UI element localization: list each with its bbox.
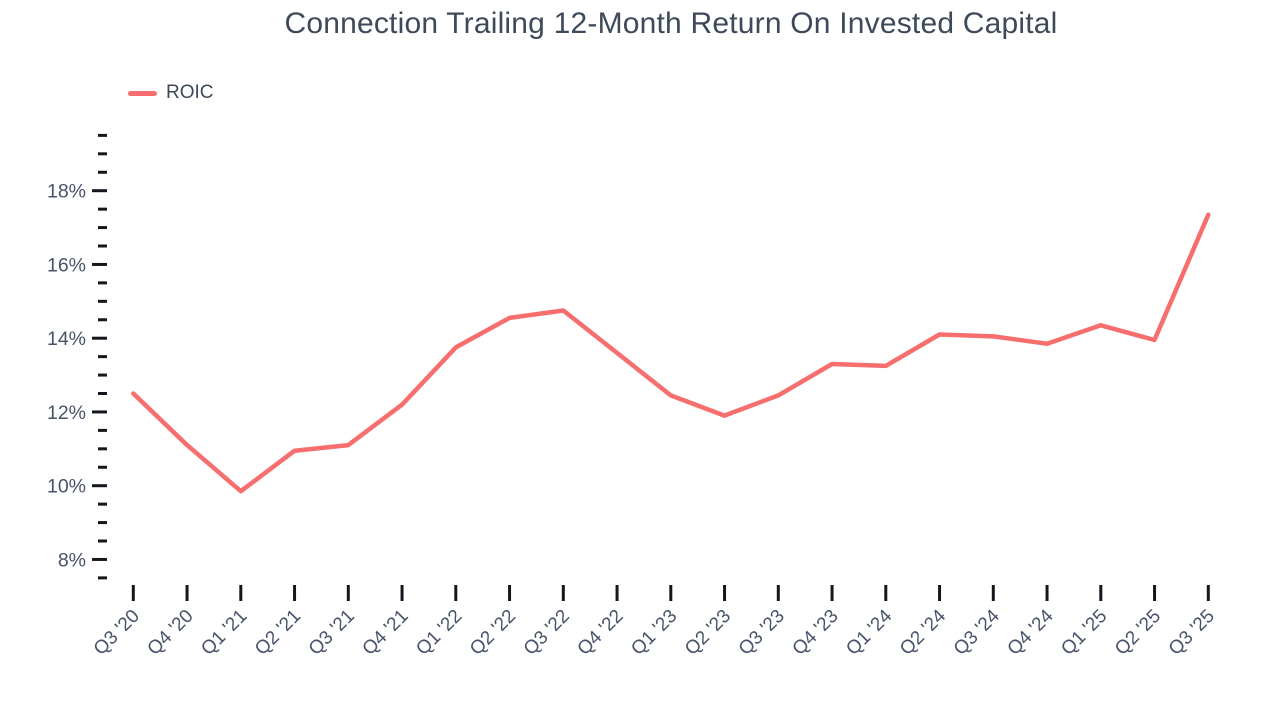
x-axis-tick-label: Q4 '24 — [1004, 605, 1058, 659]
x-axis-tick-label: Q3 '23 — [735, 606, 789, 660]
x-axis-tick-label: Q2 '22 — [466, 606, 520, 660]
x-axis-tick-label: Q1 '23 — [627, 606, 681, 660]
x-axis-tick-label: Q3 '22 — [520, 606, 574, 660]
x-axis-tick-label: Q4 '23 — [789, 606, 843, 660]
x-axis-tick-label: Q1 '24 — [842, 605, 896, 659]
x-axis-tick-label: Q2 '23 — [681, 606, 735, 660]
x-axis-tick-label: Q3 '20 — [90, 606, 144, 660]
x-axis-tick-label: Q1 '22 — [412, 606, 466, 660]
y-axis-tick-label: 10% — [47, 476, 86, 498]
y-axis-tick-label: 18% — [47, 181, 86, 203]
legend-series-label: ROIC — [166, 82, 214, 103]
legend: ROIC — [128, 82, 214, 104]
x-axis-tick-label: Q1 '25 — [1057, 606, 1111, 660]
chart-title: Connection Trailing 12-Month Return On I… — [284, 7, 1058, 40]
x-axis-tick-label: Q3 '24 — [950, 605, 1004, 659]
y-axis-tick-label: 14% — [47, 328, 86, 350]
x-axis-tick-label: Q3 '25 — [1165, 606, 1219, 660]
y-axis-tick-label: 16% — [47, 254, 86, 276]
x-axis-tick-label: Q1 '21 — [197, 606, 251, 660]
y-axis-tick-label: 8% — [58, 549, 86, 571]
roic-line — [131, 212, 1211, 494]
x-axis-tick-label: Q3 '21 — [305, 606, 359, 660]
x-axis-tick-label: Q4 '22 — [574, 606, 628, 660]
x-axis-tick-label: Q2 '21 — [251, 606, 305, 660]
x-axis-tick-label: Q2 '25 — [1111, 606, 1165, 660]
x-axis-tick-label: Q4 '20 — [144, 606, 198, 660]
x-axis-tick-label: Q4 '21 — [359, 606, 413, 660]
x-axis-tick-label: Q2 '24 — [896, 605, 950, 659]
y-axis-tick-label: 12% — [47, 402, 86, 424]
legend-line-swatch — [128, 90, 157, 96]
